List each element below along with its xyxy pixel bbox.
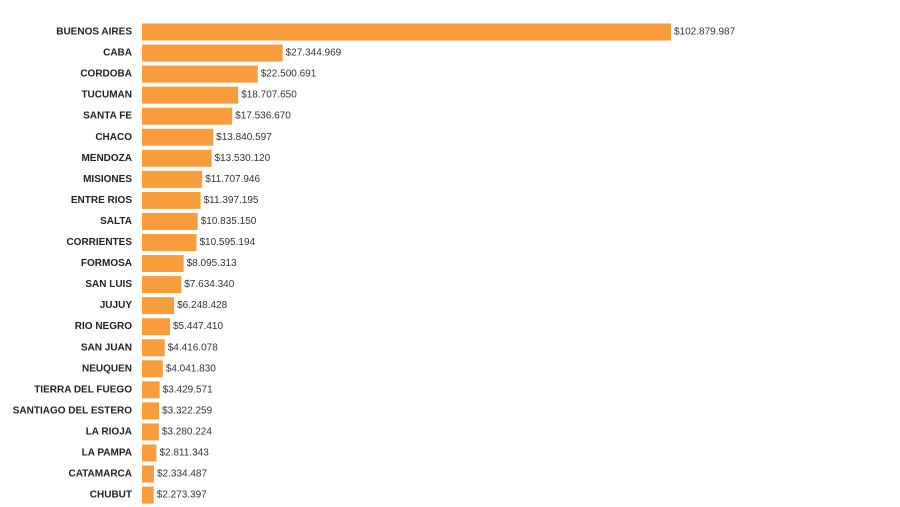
category-label: JUJUY	[100, 300, 133, 311]
value-label: $4.416.078	[168, 342, 218, 353]
category-label: MENDOZA	[81, 153, 132, 164]
value-label: $22.500.691	[261, 69, 317, 80]
value-label: $6.248.428	[177, 300, 227, 311]
bar	[142, 255, 184, 273]
bar	[142, 318, 171, 336]
value-label: $17.536.670	[235, 111, 291, 122]
value-label: $2.811.343	[159, 448, 209, 459]
bar	[142, 276, 182, 294]
bar	[142, 23, 671, 41]
bar	[142, 86, 239, 104]
value-label: $13.840.597	[216, 132, 272, 143]
bar	[142, 423, 159, 441]
category-label: ENTRE RIOS	[71, 195, 132, 206]
category-label: CORRIENTES	[66, 237, 132, 248]
value-label: $7.634.340	[184, 279, 234, 290]
bar	[142, 170, 203, 188]
bar	[142, 44, 283, 62]
bar	[142, 486, 154, 504]
category-label: RIO NEGRO	[75, 321, 132, 332]
value-label: $13.530.120	[215, 153, 271, 164]
category-label: CHUBUT	[90, 490, 132, 501]
value-label: $3.429.571	[163, 384, 213, 395]
category-label: SANTA FE	[83, 111, 132, 122]
bar	[142, 339, 165, 357]
bar	[142, 297, 175, 315]
bar	[142, 234, 197, 251]
category-label: LA RIOJA	[86, 426, 132, 437]
bar	[142, 381, 160, 399]
bar	[142, 360, 163, 378]
category-label: NEUQUEN	[82, 363, 132, 374]
category-label: FORMOSA	[81, 258, 132, 269]
category-label: CABA	[103, 48, 132, 59]
value-label: $102.879.987	[674, 27, 736, 38]
category-label: CORDOBA	[80, 69, 132, 80]
value-label: $2.273.397	[157, 490, 207, 501]
category-label: SAN JUAN	[81, 342, 132, 353]
bar	[142, 65, 258, 83]
value-label: $18.707.650	[241, 90, 297, 101]
category-label: CHACO	[95, 132, 132, 143]
category-label: BUENOS AIRES	[56, 27, 132, 38]
value-label: $2.334.487	[157, 469, 207, 480]
bar	[142, 191, 201, 209]
category-label: CATAMARCA	[68, 469, 132, 480]
bar	[142, 465, 154, 483]
bar	[142, 107, 233, 125]
bar	[142, 444, 157, 462]
value-label: $8.095.313	[187, 258, 237, 269]
category-label: TIERRA DEL FUEGO	[34, 384, 132, 395]
bar	[142, 402, 160, 420]
value-label: $3.322.259	[162, 405, 212, 416]
bar	[142, 212, 198, 230]
category-label: LA PAMPA	[82, 448, 132, 459]
value-label: $5.447.410	[173, 321, 223, 332]
category-label: MISIONES	[83, 174, 132, 185]
value-label: $11.397.195	[204, 195, 259, 206]
category-label: SAN LUIS	[85, 279, 132, 290]
bar	[142, 149, 212, 167]
value-label: $11.707.946	[205, 174, 260, 185]
value-label: $4.041.830	[166, 363, 216, 374]
category-label: SALTA	[100, 216, 132, 227]
value-label: $10.595.194	[199, 237, 255, 248]
value-label: $27.344.969	[286, 48, 342, 59]
bar	[142, 128, 214, 146]
value-label: $3.280.224	[162, 426, 212, 437]
value-label: $10.835.150	[201, 216, 257, 227]
category-label: SANTIAGO DEL ESTERO	[13, 405, 132, 416]
category-label: TUCUMAN	[81, 90, 132, 101]
